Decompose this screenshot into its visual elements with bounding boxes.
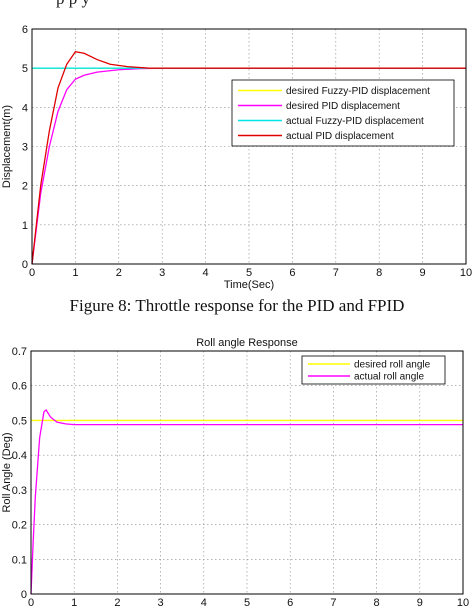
y-tick-label: 0.3 [12, 485, 27, 497]
x-axis-label: Time(Sec) [224, 279, 274, 291]
x-tick-label: 10 [457, 597, 469, 609]
y-tick-label: 6 [22, 24, 28, 36]
legend-entry: desired Fuzzy-PID displacement [286, 86, 430, 97]
x-tick-label: 1 [71, 597, 77, 609]
cropped-text-fragment: p p y [0, 0, 474, 24]
legend-entry: desired roll angle [354, 360, 431, 371]
x-tick-label: 2 [116, 267, 122, 279]
y-tick-label: 5 [22, 63, 28, 75]
x-tick-label: 9 [417, 597, 423, 609]
y-tick-label: 0.2 [12, 520, 27, 532]
y-tick-label: 0.6 [12, 381, 27, 393]
y-tick-label: 0 [21, 589, 27, 601]
legend-entry: actual Fuzzy-PID displacement [286, 116, 424, 127]
x-tick-label: 3 [158, 597, 164, 609]
y-tick-label: 0.1 [12, 554, 27, 566]
x-tick-label: 3 [159, 267, 165, 279]
legend-box [301, 355, 446, 385]
series-line-2 [30, 409, 463, 595]
x-tick-label: 9 [420, 267, 426, 279]
x-tick-label: 5 [246, 267, 252, 279]
x-tick-label: 0 [29, 267, 35, 279]
displacement-chart: 0 1 2 3 4 5 6 7 8 9 10 0 1 2 3 4 5 6 Time(Sec) Displacement… [1, 24, 472, 291]
y-axis-label: Displacement(m) [1, 105, 13, 188]
x-tick-label: 8 [374, 597, 380, 609]
y-tick-label: 0.5 [12, 415, 27, 427]
x-tick-label: 2 [114, 597, 120, 609]
series-line-4 [31, 51, 466, 265]
chart-title: Roll angle Response [196, 337, 298, 349]
x-tick-label: 1 [72, 267, 78, 279]
plot-frame [31, 28, 467, 265]
x-tick-label: 5 [244, 597, 250, 609]
y-tick-label: 4 [22, 102, 28, 114]
legend-entry: actual PID displacement [286, 131, 394, 142]
x-tick-label: 10 [460, 267, 472, 279]
y-tick-label: 1 [22, 220, 28, 232]
x-tick-label: 8 [376, 267, 382, 279]
x-tick-label: 7 [330, 597, 336, 609]
plot-frame [30, 350, 464, 595]
x-tick-label: 4 [203, 267, 209, 279]
y-tick-label: 3 [22, 142, 28, 154]
x-tick-label: 4 [201, 597, 207, 609]
y-tick-label: 0.4 [12, 450, 27, 462]
figure-8-caption: Figure 8: Throttle response for the PID … [69, 296, 405, 315]
x-tick-label: 0 [28, 597, 34, 609]
cropped-text: p p y [56, 0, 90, 9]
legend-entry: actual roll angle [354, 372, 424, 383]
y-axis-label: Roll Angle (Deg) [1, 432, 13, 512]
y-tick-label: 0 [22, 259, 28, 271]
y-tick-label: 0.7 [12, 346, 27, 358]
legend-entry: desired PID displacement [286, 101, 400, 112]
x-tick-label: 7 [333, 267, 339, 279]
x-tick-label: 6 [287, 597, 293, 609]
y-tick-label: 2 [22, 181, 28, 193]
x-tick-label: 6 [289, 267, 295, 279]
